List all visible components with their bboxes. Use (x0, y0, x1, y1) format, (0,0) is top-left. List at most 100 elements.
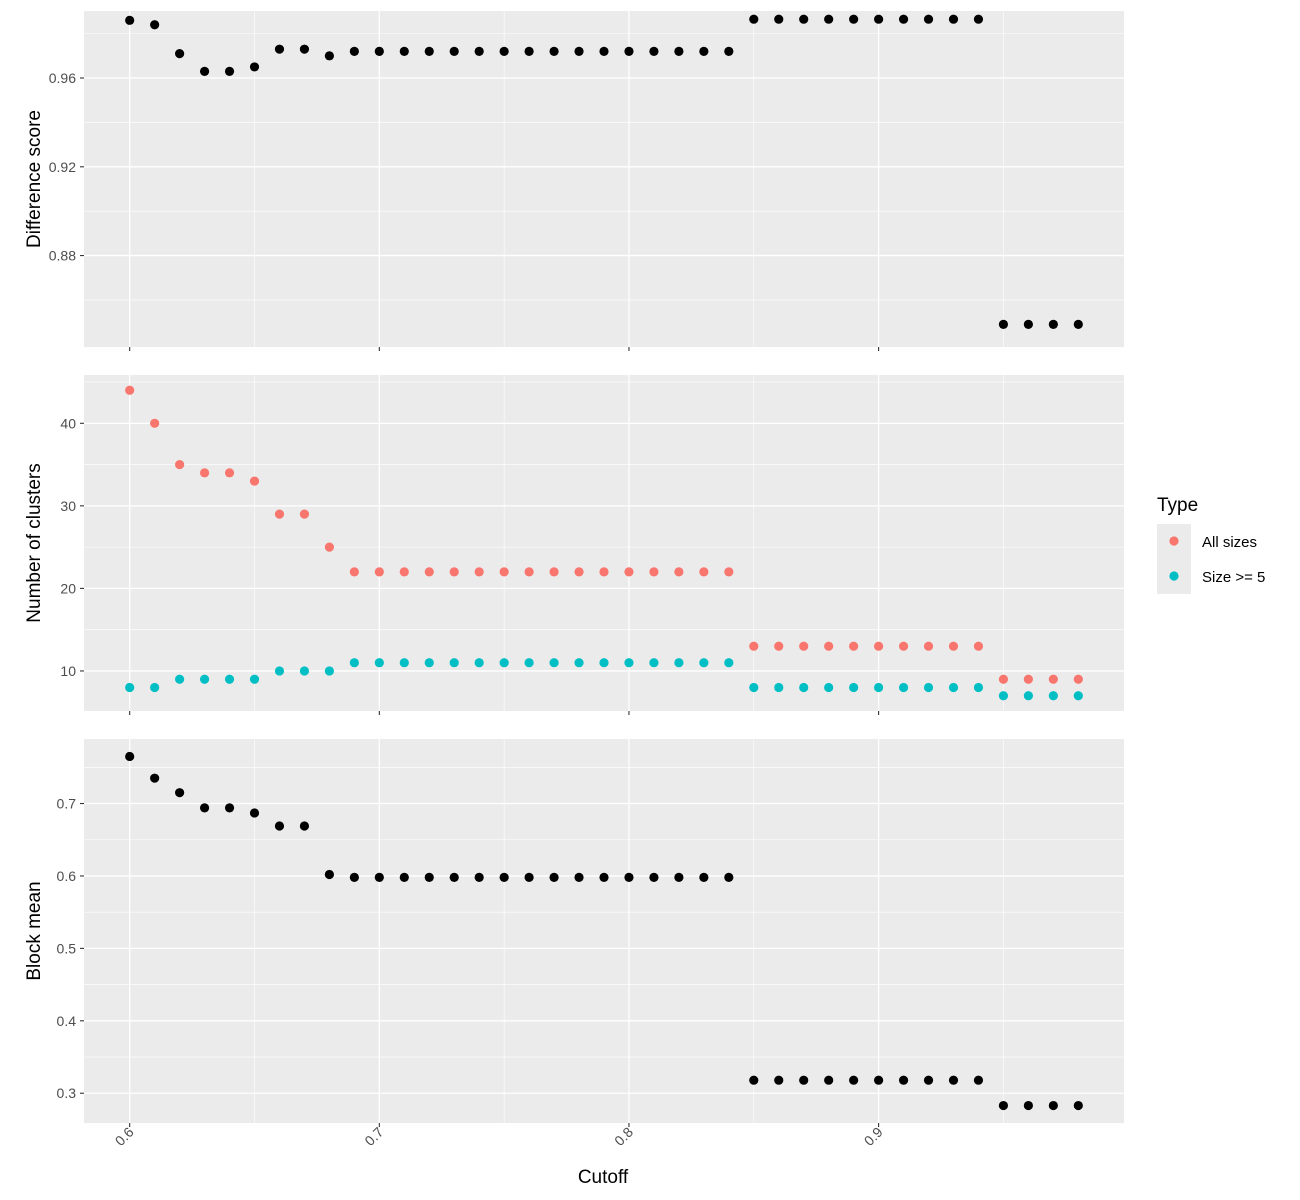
panel-background (84, 11, 1124, 347)
data-point (150, 682, 160, 693)
data-point (624, 872, 634, 883)
data-point (774, 641, 784, 651)
data-point (199, 674, 210, 684)
data-point (1023, 319, 1033, 329)
data-point (973, 14, 984, 24)
data-point (923, 1075, 934, 1085)
data-point (724, 46, 734, 56)
data-point (849, 14, 859, 24)
data-point (499, 46, 509, 56)
data-point (649, 567, 659, 577)
y-tick-label: 0.7 (57, 796, 77, 812)
data-point (699, 46, 709, 56)
data-point (574, 872, 584, 883)
data-point (424, 872, 434, 883)
data-point (649, 658, 659, 668)
legend-label-size-5: Size >= 5 (1202, 569, 1265, 586)
y-tick-label: 0.96 (49, 70, 76, 86)
data-point (249, 808, 260, 818)
data-point (374, 872, 384, 883)
data-point (499, 872, 509, 883)
data-point (624, 658, 634, 668)
panel-3: 0.3 0.4 0.5 0.6 0.7 Block mean 0.6 0.7 0.8 0.9 (24, 739, 1124, 1149)
legend-key-size-5 (1169, 571, 1179, 581)
data-point (249, 674, 260, 684)
data-point (724, 872, 734, 883)
data-point (749, 682, 759, 693)
data-point (898, 682, 909, 693)
data-point (699, 567, 709, 577)
data-point (449, 46, 459, 56)
data-point (399, 658, 409, 668)
data-point (724, 658, 734, 668)
data-point (799, 682, 809, 693)
data-point (175, 788, 185, 798)
data-point (824, 14, 834, 24)
data-point (499, 658, 509, 668)
data-point (274, 821, 285, 831)
data-point (474, 872, 484, 883)
data-point (274, 44, 285, 54)
y-tick-label: 0.5 (57, 940, 77, 956)
y-tick-label: 0.6 (57, 868, 77, 884)
data-point (674, 872, 684, 883)
data-point (349, 567, 359, 577)
data-point (1048, 691, 1058, 701)
data-point (898, 14, 909, 24)
data-point (948, 1075, 959, 1085)
data-point (574, 567, 584, 577)
data-point (998, 691, 1009, 701)
data-point (299, 44, 310, 54)
data-point (973, 682, 984, 693)
data-point (125, 682, 135, 693)
y-tick-label: 0.3 (57, 1085, 77, 1101)
data-point (175, 674, 185, 684)
data-point (674, 658, 684, 668)
data-point (449, 872, 459, 883)
data-point (898, 1075, 909, 1085)
data-point (374, 658, 384, 668)
data-point (849, 1075, 859, 1085)
data-point (1073, 691, 1083, 701)
data-point (474, 567, 484, 577)
data-point (624, 567, 634, 577)
data-point (274, 666, 285, 676)
data-point (599, 46, 609, 56)
legend-label-all-sizes: All sizes (1202, 534, 1257, 551)
series-1 (125, 751, 1083, 1111)
y-axis-title: Difference score (24, 110, 45, 248)
data-point (150, 418, 160, 428)
data-point (1048, 319, 1058, 329)
data-point (399, 567, 409, 577)
data-point (973, 641, 984, 651)
data-point (474, 658, 484, 668)
legend-key-background (1157, 524, 1191, 594)
data-point (674, 567, 684, 577)
data-point (874, 14, 884, 24)
series-1 (125, 14, 1083, 329)
data-point (998, 674, 1009, 684)
data-point (349, 46, 359, 56)
data-point (549, 567, 559, 577)
legend-key-all-sizes (1169, 536, 1179, 546)
data-point (923, 682, 934, 693)
data-point (224, 803, 235, 813)
data-point (175, 459, 185, 470)
y-tick-label: 0.92 (49, 159, 76, 175)
x-axis-title: Cutoff (578, 1167, 629, 1188)
data-point (524, 658, 534, 668)
y-tick-label: 20 (60, 580, 76, 596)
data-point (799, 1075, 809, 1085)
data-point (1023, 1100, 1033, 1111)
data-point (374, 567, 384, 577)
data-point (474, 46, 484, 56)
data-point (424, 567, 434, 577)
data-point (199, 803, 210, 813)
data-point (699, 658, 709, 668)
data-point (274, 509, 285, 519)
data-point (1048, 1100, 1058, 1111)
data-point (324, 666, 334, 676)
data-point (399, 46, 409, 56)
data-point (449, 658, 459, 668)
data-point (424, 46, 434, 56)
